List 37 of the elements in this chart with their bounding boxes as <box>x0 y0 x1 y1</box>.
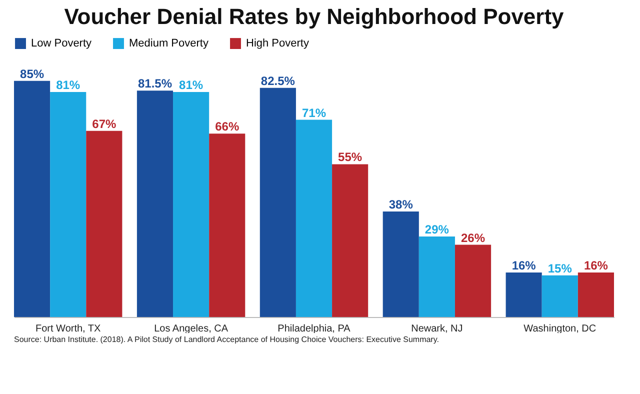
bar <box>296 120 332 317</box>
bar <box>260 88 296 317</box>
bar <box>86 130 122 317</box>
data-label: 26% <box>461 230 486 245</box>
source-note: Source: Urban Institute. (2018). A Pilot Study of Landlord Acceptance of Housing Choice Vouchers: Executive Summary. <box>13 334 440 344</box>
bar <box>209 134 246 317</box>
data-label: 66% <box>215 120 240 134</box>
data-label: 85% <box>20 66 44 81</box>
bar <box>418 236 455 317</box>
bar <box>332 164 368 317</box>
bar <box>506 272 542 317</box>
data-label: 81% <box>179 78 204 92</box>
x-tick-label: Newark, NJ <box>411 324 463 334</box>
data-label: 82.5% <box>260 74 296 88</box>
data-label: 81.5% <box>138 76 172 91</box>
bar <box>542 275 578 317</box>
data-label: 55% <box>338 150 362 164</box>
legend-label: Medium Poverty <box>129 38 209 50</box>
legend-label: Low Poverty <box>31 38 92 50</box>
bar <box>50 92 86 317</box>
chart-title: Voucher Denial Rates by Neighborhood Poverty <box>64 4 565 29</box>
data-label: 38% <box>388 197 414 212</box>
bar <box>136 90 174 317</box>
data-label: 67% <box>92 116 116 131</box>
data-label: 15% <box>548 261 572 276</box>
bar <box>173 92 210 317</box>
data-label: 16% <box>584 258 608 273</box>
legend-label: High Poverty <box>246 38 310 50</box>
bar <box>14 80 50 317</box>
data-label: 71% <box>302 106 326 120</box>
bar <box>382 211 419 317</box>
bar <box>454 244 492 317</box>
bar <box>578 272 614 317</box>
data-label: 16% <box>512 258 536 273</box>
x-tick-label: Fort Worth, TX <box>35 324 102 334</box>
data-label: 29% <box>424 222 450 236</box>
data-label: 81% <box>56 78 80 92</box>
